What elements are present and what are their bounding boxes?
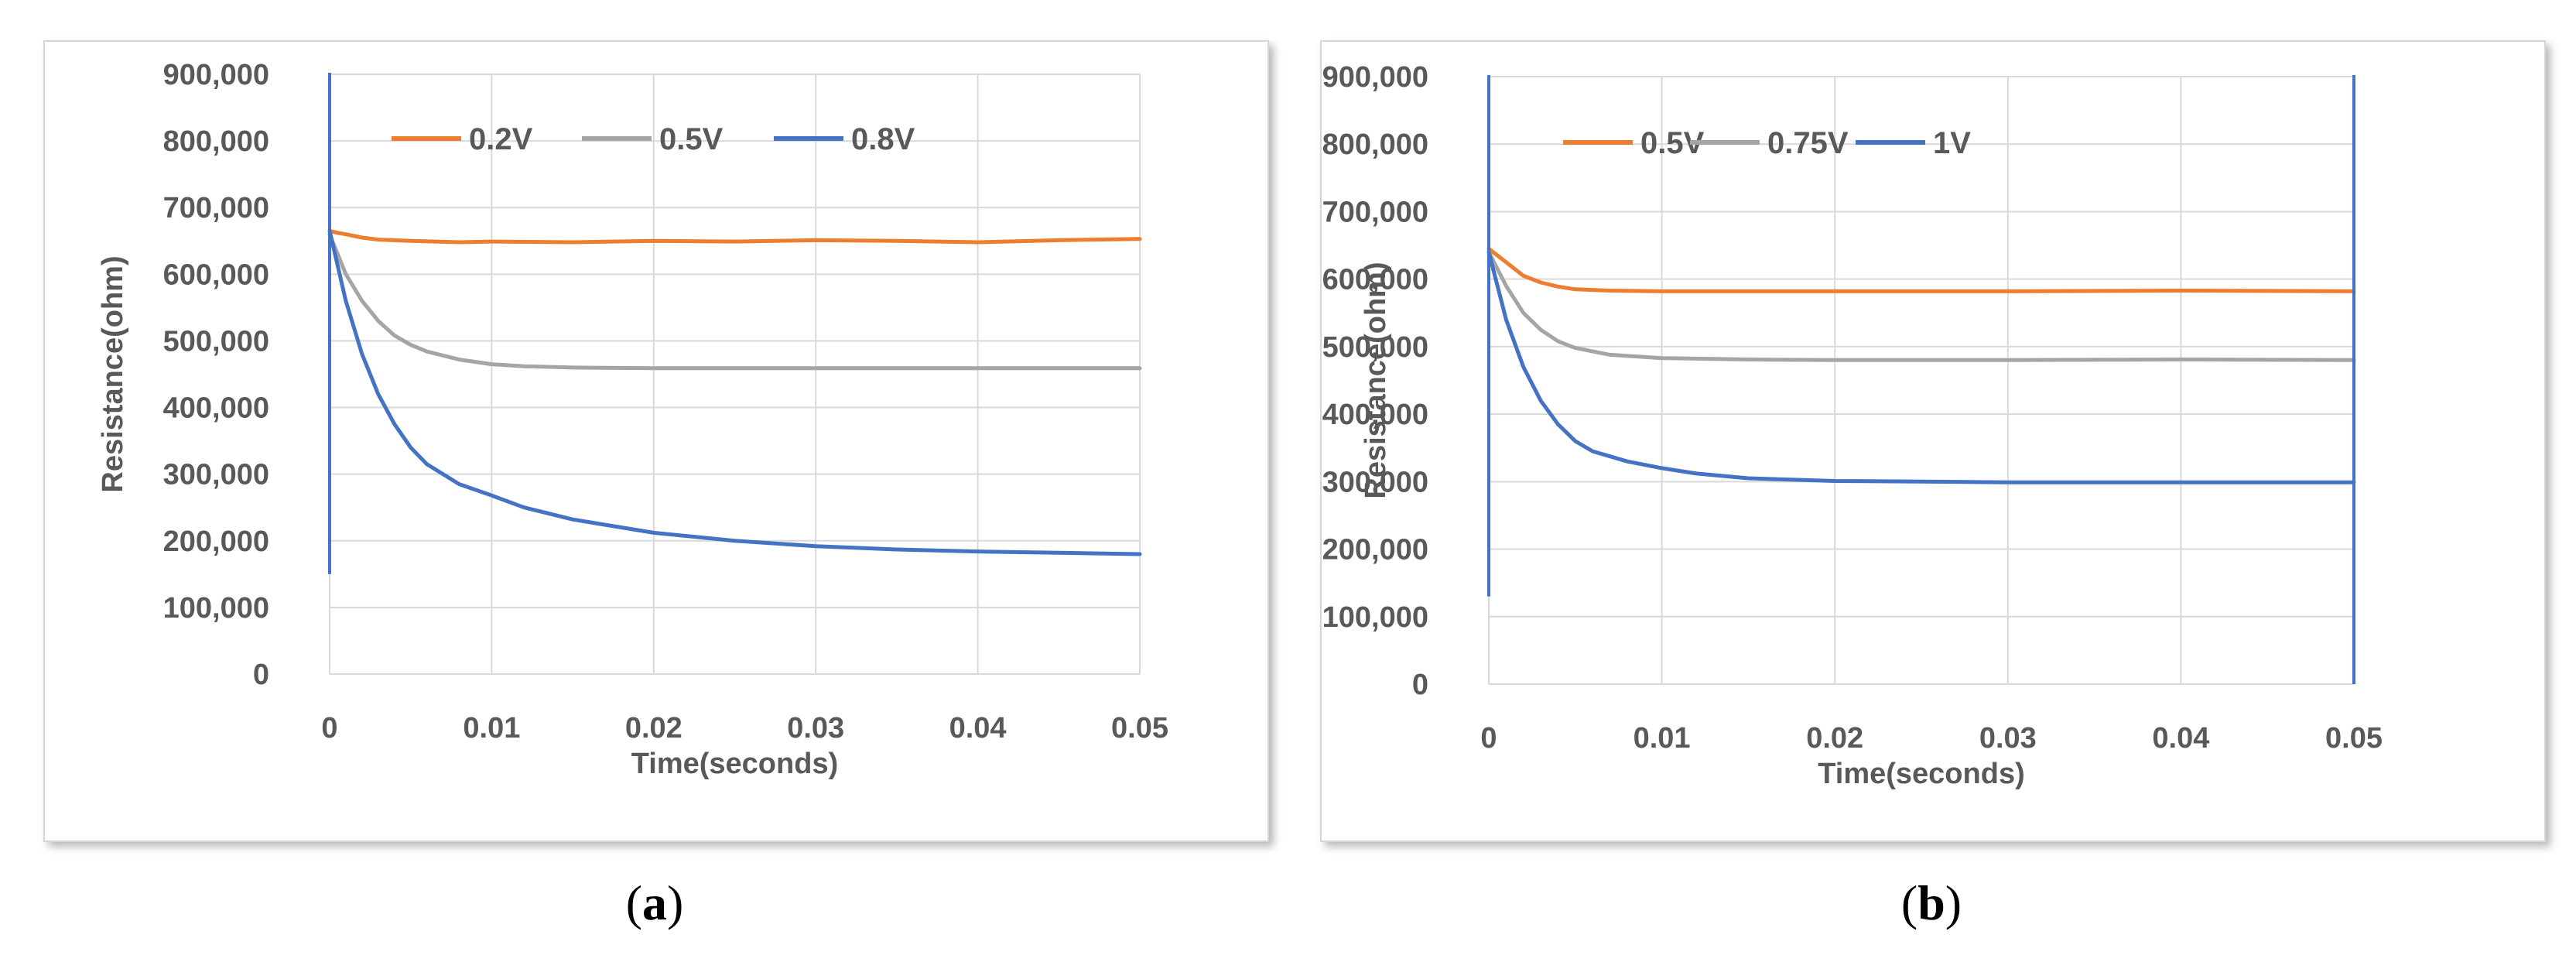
chart-b-xtick-4: 0.04 — [2152, 722, 2209, 755]
chart-b-xtick-0: 0 — [1480, 722, 1497, 755]
chart-b-series-0-75V — [1486, 250, 2356, 362]
caption-b-letter: b — [1917, 875, 1945, 930]
chart-a-ytick-3: 300,000 — [163, 459, 269, 491]
chart-a-ytick-5: 500,000 — [163, 325, 269, 358]
chart-a-ytick-6: 600,000 — [163, 258, 269, 291]
chart-a-series-0-2V — [327, 228, 1142, 245]
chart-a-legend-label-1: 0.5V — [659, 122, 724, 156]
chart-a-legend-label-2: 0.8V — [851, 122, 915, 156]
chart-b-ytick-8: 800,000 — [1322, 128, 1428, 161]
chart-a-ytick-4: 400,000 — [163, 392, 269, 425]
chart-b-series-1V — [1486, 250, 2356, 484]
chart-a-xtick-5: 0.05 — [1111, 712, 1168, 745]
chart-a-ytick-8: 800,000 — [163, 125, 269, 158]
chart-b-xtick-5: 0.05 — [2325, 722, 2383, 755]
chart-b-xtick-3: 0.03 — [1979, 722, 2037, 755]
caption-a: (a) — [625, 875, 684, 930]
chart-b-ylabel: Resistance(ohm) — [1360, 262, 1392, 498]
chart-b-ytick-0: 0 — [1412, 669, 1428, 701]
chart-a-ytick-9: 900,000 — [163, 59, 269, 91]
chart-b-ytick-9: 900,000 — [1322, 61, 1428, 94]
chart-a-ytick-1: 100,000 — [163, 592, 269, 625]
chart-a-svg: 0 100,000 200,000 300,000 400,000 500,000 600,… — [97, 59, 1168, 780]
chart-b-ytick-6: 600,000 — [1322, 264, 1428, 296]
chart-b-legend-label-2: 1V — [1933, 126, 1971, 160]
chart-a-ytick-7: 700,000 — [163, 192, 269, 224]
caption-b: (b) — [1900, 875, 1962, 930]
chart-a-ytick-2: 200,000 — [163, 525, 269, 558]
chart-b-svg: 0 100,000 200,000 300,000 400,000 500,000 600,… — [1322, 61, 2383, 790]
chart-b-xtick-2: 0.02 — [1806, 722, 1863, 755]
chart-panel-b: 0 100,000 200,000 300,000 400,000 500,000 600,… — [1320, 40, 2546, 842]
chart-b-ytick-5: 500,000 — [1322, 331, 1428, 364]
caption-a-letter: a — [642, 875, 667, 930]
chart-b-legend-label-1: 0.75V — [1767, 126, 1849, 160]
chart-a-xtick-1: 0.01 — [463, 712, 520, 745]
chart-a-xtick-0: 0 — [321, 712, 337, 745]
chart-b-series-0-5V — [1486, 246, 2356, 293]
chart-b-ytick-7: 700,000 — [1322, 196, 1428, 228]
chart-a-ytick-0: 0 — [253, 659, 269, 691]
chart-b-ytick-3: 300,000 — [1322, 466, 1428, 498]
chart-b-ytick-4: 400,000 — [1322, 399, 1428, 431]
chart-b-xlabel: Time(seconds) — [1818, 758, 2024, 790]
chart-a-xtick-2: 0.02 — [625, 712, 682, 745]
chart-a-series-0-5V — [327, 232, 1142, 371]
chart-b-ytick-2: 200,000 — [1322, 534, 1428, 567]
chart-panel-a: 0 100,000 200,000 300,000 400,000 500,000 600,… — [43, 40, 1269, 842]
chart-a-ylabel: Resistance(ohm) — [97, 255, 129, 492]
chart-b-xtick-1: 0.01 — [1634, 722, 1691, 755]
chart-a-legend-label-0: 0.2V — [469, 122, 533, 156]
chart-a-xtick-4: 0.04 — [949, 712, 1007, 745]
chart-b-ytick-1: 100,000 — [1322, 601, 1428, 634]
chart-a-xtick-3: 0.03 — [787, 712, 844, 745]
chart-a-series-0-8V — [327, 228, 1142, 556]
chart-a-xlabel: Time(seconds) — [631, 748, 838, 780]
